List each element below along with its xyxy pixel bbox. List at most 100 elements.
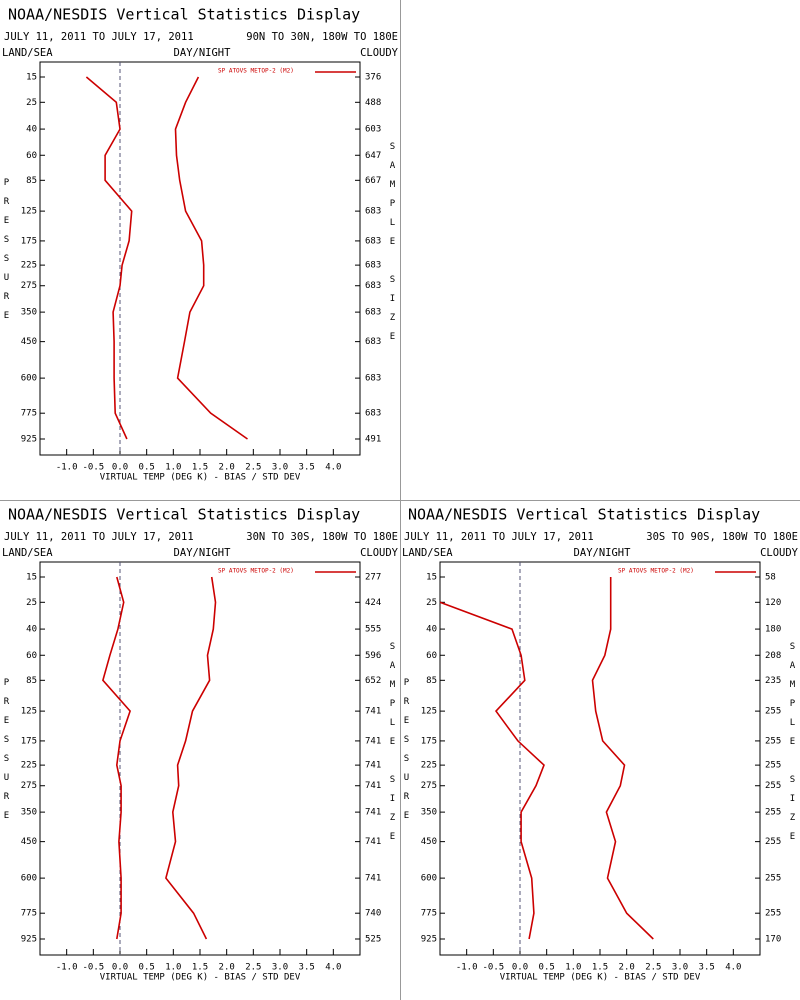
y-tick-label: 775 bbox=[21, 909, 37, 919]
y-tick-label: 25 bbox=[26, 598, 37, 608]
date-range: JULY 11, 2011 TO JULY 17, 2011 bbox=[404, 531, 594, 543]
sample-size: 683 bbox=[365, 236, 381, 246]
legend-label: SP ATOVS METOP-2 (M2) bbox=[218, 568, 294, 575]
region: 90N TO 30N, 180W TO 180E bbox=[246, 31, 398, 43]
y-tick-label: 40 bbox=[426, 625, 437, 635]
x-axis-label: VIRTUAL TEMP (DEG K) - BIAS / STD DEV bbox=[100, 473, 301, 483]
sample-size: 741 bbox=[365, 736, 381, 746]
x-tick-label: 0.0 bbox=[112, 963, 128, 973]
x-tick-label: 3.0 bbox=[672, 963, 688, 973]
sample-size: 120 bbox=[765, 598, 781, 608]
sample-size: 58 bbox=[765, 573, 776, 583]
x-tick-label: 2.5 bbox=[245, 463, 261, 473]
x-tick-label: 2.5 bbox=[645, 963, 661, 973]
x-tick-label: -1.0 bbox=[56, 963, 78, 973]
label-left: LAND/SEA bbox=[402, 547, 453, 559]
x-tick-label: 0.0 bbox=[112, 463, 128, 473]
x-tick-label: 2.5 bbox=[245, 963, 261, 973]
y-tick-label: 925 bbox=[21, 935, 37, 945]
sample-size: 277 bbox=[365, 573, 381, 583]
y-tick-label: 775 bbox=[21, 409, 37, 419]
sample-size: 647 bbox=[365, 151, 381, 161]
title: NOAA/NESDIS Vertical Statistics Display bbox=[408, 506, 760, 524]
sample-size: 683 bbox=[365, 281, 381, 291]
sample-size: 555 bbox=[365, 625, 381, 635]
date-range: JULY 11, 2011 TO JULY 17, 2011 bbox=[4, 531, 194, 543]
sample-size: 596 bbox=[365, 651, 381, 661]
x-tick-label: 3.0 bbox=[272, 963, 288, 973]
region: 30S TO 90S, 180W TO 180E bbox=[646, 531, 798, 543]
sample-size: 683 bbox=[365, 207, 381, 217]
x-tick-label: 4.0 bbox=[325, 463, 341, 473]
y-tick-label: 175 bbox=[21, 736, 37, 746]
y-tick-label: 15 bbox=[26, 73, 37, 83]
sample-size: 741 bbox=[365, 707, 381, 717]
y-tick-label: 225 bbox=[21, 761, 37, 771]
panel: NOAA/NESDIS Vertical Statistics Display J… bbox=[2, 506, 399, 983]
date-range: JULY 11, 2011 TO JULY 17, 2011 bbox=[4, 31, 194, 43]
sample-size: 424 bbox=[365, 598, 381, 608]
y-tick-label: 40 bbox=[26, 125, 37, 135]
x-tick-label: 1.5 bbox=[592, 963, 608, 973]
sample-size: 255 bbox=[765, 808, 781, 818]
sample-size: 683 bbox=[365, 337, 381, 347]
y-tick-label: 85 bbox=[26, 676, 37, 686]
y-tick-label: 15 bbox=[426, 573, 437, 583]
sample-size: 740 bbox=[365, 909, 381, 919]
x-tick-label: 1.5 bbox=[192, 463, 208, 473]
y-tick-label: 60 bbox=[26, 651, 37, 661]
sample-size: 741 bbox=[365, 874, 381, 884]
y-tick-label: 125 bbox=[421, 707, 437, 717]
x-tick-label: -0.5 bbox=[82, 963, 104, 973]
x-tick-label: 3.5 bbox=[299, 963, 315, 973]
sample-size: 652 bbox=[365, 676, 381, 686]
y-tick-label: 275 bbox=[421, 781, 437, 791]
x-tick-label: 1.5 bbox=[192, 963, 208, 973]
sample-size: 255 bbox=[765, 707, 781, 717]
label-right: CLOUDY bbox=[360, 547, 399, 559]
sample-size: 208 bbox=[765, 651, 781, 661]
sample-size: 741 bbox=[365, 781, 381, 791]
y-tick-label: 925 bbox=[21, 435, 37, 445]
y-axis-label: PRESSURE bbox=[402, 678, 412, 830]
sample-size: 255 bbox=[765, 909, 781, 919]
sample-size: 683 bbox=[365, 308, 381, 318]
y-tick-label: 350 bbox=[421, 808, 437, 818]
title: NOAA/NESDIS Vertical Statistics Display bbox=[8, 506, 360, 524]
y-tick-label: 350 bbox=[21, 808, 37, 818]
sample-size: 683 bbox=[365, 409, 381, 419]
sample-size: 741 bbox=[365, 808, 381, 818]
series-line bbox=[102, 576, 132, 940]
y-tick-label: 60 bbox=[26, 151, 37, 161]
x-tick-label: 2.0 bbox=[219, 963, 235, 973]
sample-size: 180 bbox=[765, 625, 781, 635]
x-tick-label: -1.0 bbox=[56, 463, 78, 473]
x-tick-label: 3.0 bbox=[272, 463, 288, 473]
y-tick-label: 85 bbox=[26, 176, 37, 186]
legend-label: SP ATOVS METOP-2 (M2) bbox=[618, 568, 694, 575]
y-tick-label: 775 bbox=[421, 909, 437, 919]
label-left: LAND/SEA bbox=[2, 547, 53, 559]
y-tick-label: 40 bbox=[26, 625, 37, 635]
x-tick-label: 3.5 bbox=[699, 963, 715, 973]
y-tick-label: 175 bbox=[21, 236, 37, 246]
y-tick-label: 225 bbox=[21, 261, 37, 271]
x-tick-label: 4.0 bbox=[325, 963, 341, 973]
y-axis-label: PRESSURE bbox=[2, 178, 12, 330]
y-tick-label: 275 bbox=[21, 281, 37, 291]
sample-size: 235 bbox=[765, 676, 781, 686]
series-line bbox=[439, 601, 545, 940]
x-tick-label: 0.5 bbox=[139, 963, 155, 973]
y-tick-label: 125 bbox=[21, 207, 37, 217]
x-tick-label: 2.0 bbox=[619, 963, 635, 973]
y-tick-label: 600 bbox=[21, 374, 37, 384]
y-tick-label: 350 bbox=[21, 308, 37, 318]
label-center: DAY/NIGHT bbox=[174, 47, 232, 59]
label-right: CLOUDY bbox=[760, 547, 799, 559]
label-left: LAND/SEA bbox=[2, 47, 53, 59]
panel: NOAA/NESDIS Vertical Statistics Display J… bbox=[2, 6, 399, 483]
legend-label: SP ATOVS METOP-2 (M2) bbox=[218, 68, 294, 75]
sample-size: 170 bbox=[765, 935, 781, 945]
x-tick-label: 1.0 bbox=[165, 963, 181, 973]
